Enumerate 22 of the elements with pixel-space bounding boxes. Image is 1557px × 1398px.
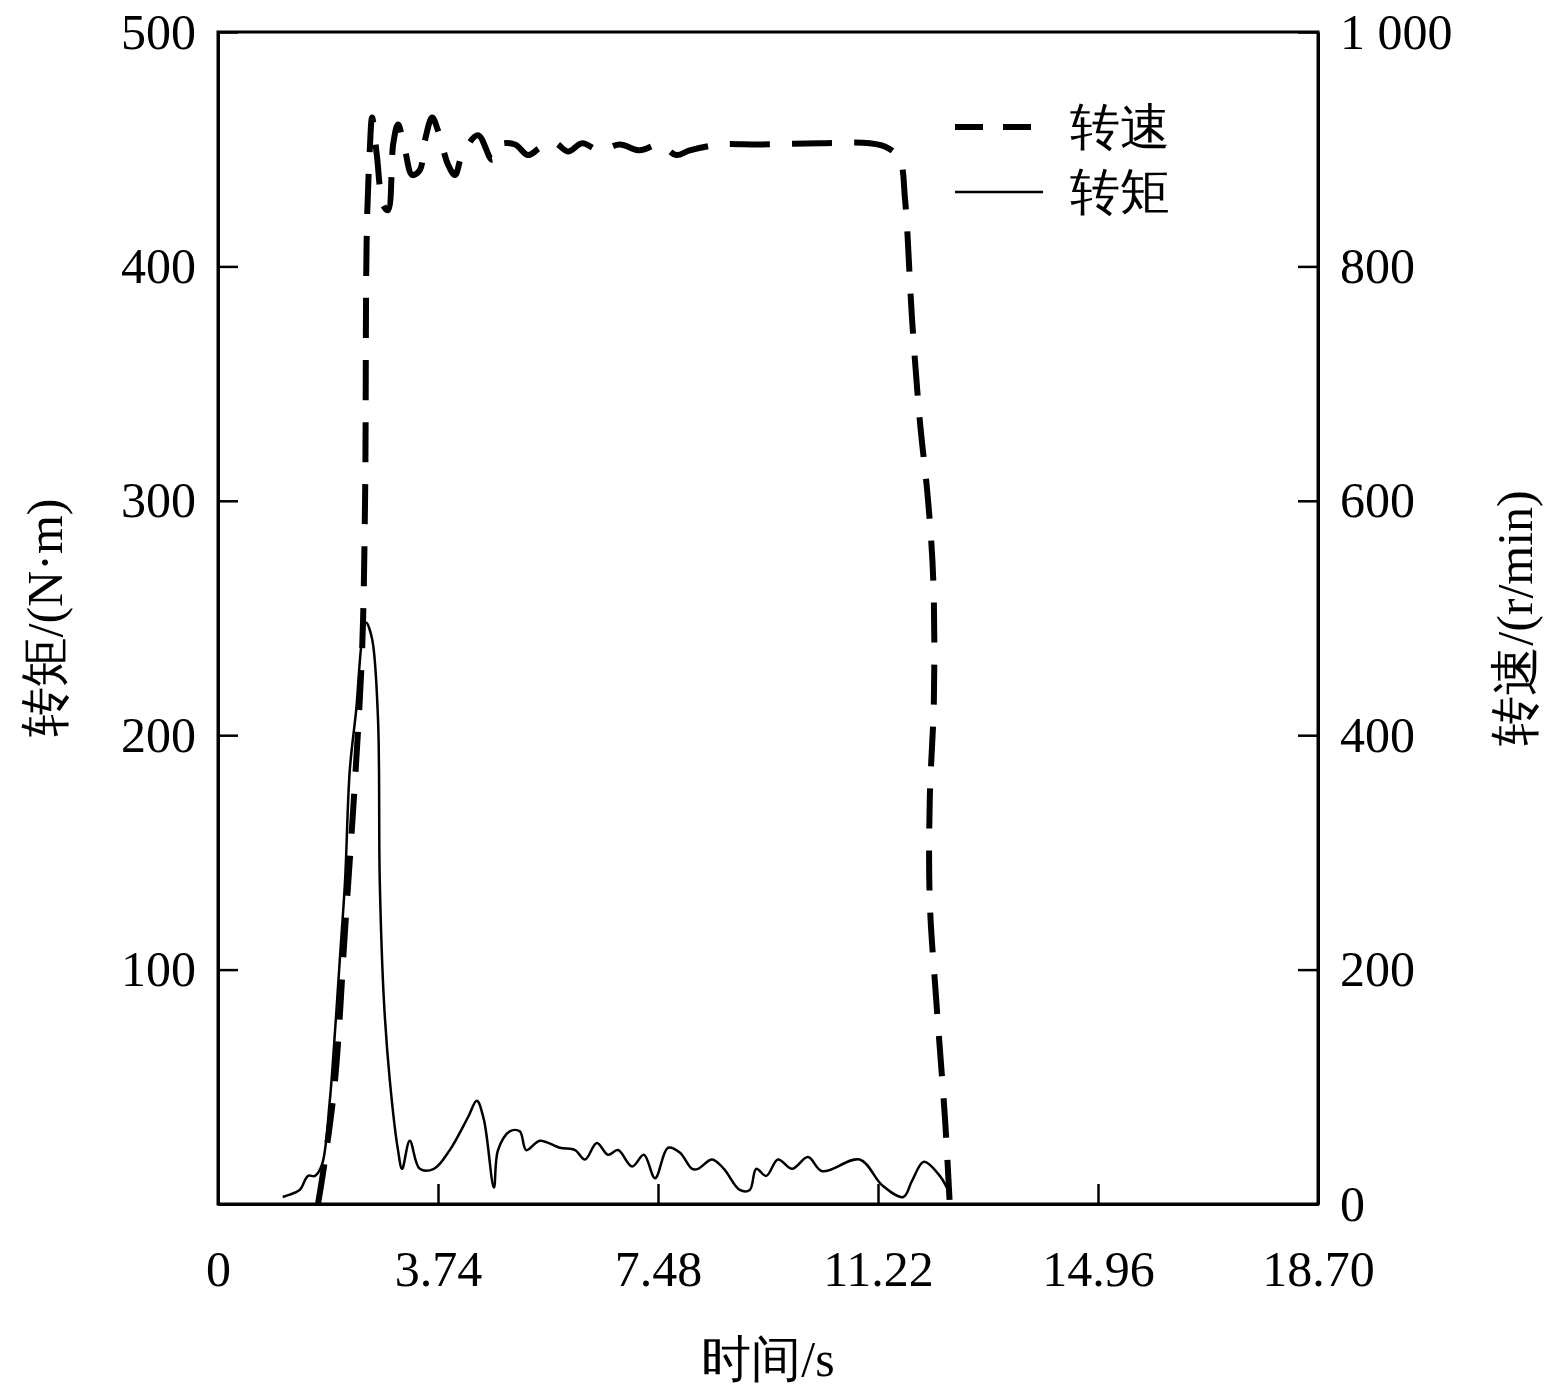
x-tick-label: 11.22 — [823, 1241, 934, 1297]
y-tick-label: 300 — [121, 472, 196, 529]
y-axis-title: 转矩/(N·m) — [17, 498, 73, 738]
x-tick-label: 7.48 — [614, 1241, 703, 1297]
y-tick-label: 100 — [121, 941, 196, 998]
y-tick-label: 200 — [121, 706, 196, 763]
legend-label: 转速 — [1070, 99, 1170, 155]
x-axis-title: 时间/s — [701, 1331, 835, 1387]
y-tick-label: 400 — [121, 237, 196, 294]
y2-tick-label: 800 — [1340, 237, 1415, 294]
y2-tick-label: 1 000 — [1340, 3, 1453, 60]
x-tick-label: 18.70 — [1262, 1241, 1375, 1297]
y2-tick-label: 600 — [1340, 472, 1415, 529]
y2-tick-label: 400 — [1340, 706, 1415, 763]
y-tick-label: 500 — [121, 3, 196, 60]
legend-label: 转矩 — [1070, 164, 1170, 220]
x-tick-label: 0 — [206, 1241, 231, 1297]
y2-axis-title: 转速/(r/min) — [1487, 490, 1543, 746]
x-tick-label: 14.96 — [1042, 1241, 1155, 1297]
x-tick-label: 3.74 — [394, 1241, 483, 1297]
y2-tick-label: 0 — [1340, 1175, 1365, 1232]
y2-tick-label: 200 — [1340, 941, 1415, 998]
